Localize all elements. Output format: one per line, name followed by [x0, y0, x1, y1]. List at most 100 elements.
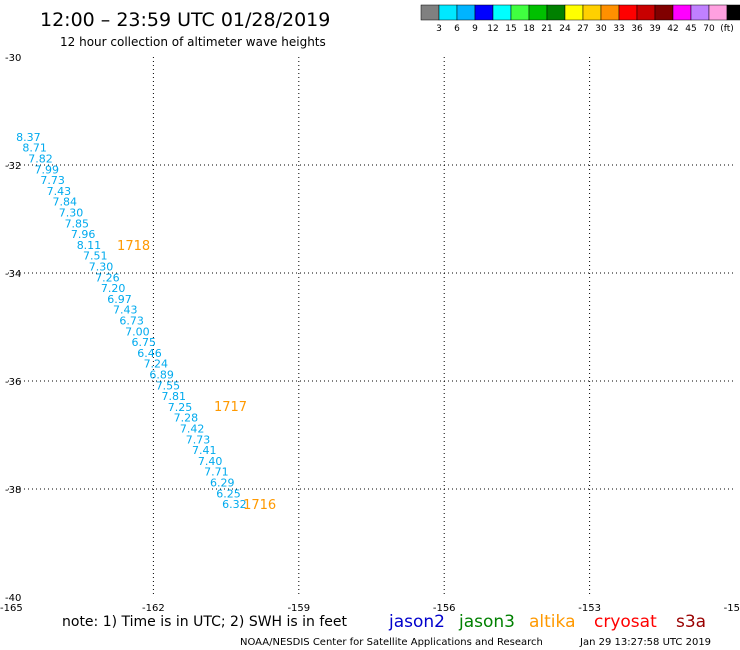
y-tick-label: -38 [5, 485, 21, 496]
colorbar-swatch [546, 4, 566, 21]
colorbar-swatch [510, 4, 530, 21]
time-label: 1716 [243, 498, 276, 513]
wave-height-label: 7.25 [168, 401, 193, 414]
colorbar-label: 6 [454, 24, 460, 34]
satellite-legend-altika: altika [529, 612, 576, 632]
x-tick-label: -162 [142, 603, 165, 614]
colorbar-swatch [600, 4, 620, 21]
wave-height-label: 7.96 [71, 228, 96, 241]
wave-height-label: 7.26 [95, 271, 120, 284]
footnote: note: 1) Time is in UTC; 2) SWH is in fe… [62, 614, 348, 630]
wave-height-label: 7.20 [101, 282, 126, 295]
colorbar-swatch [474, 4, 494, 21]
colorbar-label: 15 [505, 24, 516, 34]
x-tick-label: -153 [578, 603, 601, 614]
colorbar-label: 21 [541, 24, 552, 34]
wave-height-label: 7.71 [204, 466, 229, 479]
x-tick-label: -156 [433, 603, 456, 614]
wave-height-label: 7.00 [125, 325, 150, 338]
x-tick-label: -165 [0, 603, 23, 614]
wave-height-label: 8.37 [16, 131, 41, 144]
colorbar-label: 27 [577, 24, 588, 34]
time-label: 1718 [117, 239, 150, 254]
colorbar-label: 33 [613, 24, 624, 34]
wave-height-label: 7.81 [162, 390, 187, 403]
x-tick-label: -159 [287, 603, 310, 614]
colorbar-label: 45 [685, 24, 696, 34]
wave-height-label: 8.11 [77, 239, 102, 252]
colorbar-label: 24 [559, 24, 571, 34]
wave-height-label: 7.28 [174, 412, 199, 425]
wave-height-label: 6.73 [119, 315, 144, 328]
wave-height-label: 7.43 [113, 304, 138, 317]
wave-height-label: 6.89 [149, 369, 174, 382]
colorbar-label: 36 [631, 24, 643, 34]
wave-height-label: 6.25 [216, 487, 241, 500]
colorbar-swatch [456, 4, 476, 21]
y-tick-label: -34 [5, 269, 21, 280]
wave-height-label: 7.82 [28, 153, 53, 166]
colorbar-swatch [438, 4, 458, 21]
x-tick-label: -15 [724, 603, 740, 614]
plot-area: -30 -32 -34 -36 -38 -40-165 -162 -159 -156 -153 -1… [0, 53, 740, 614]
satellite-legend: jason2 jason3 altika cryosat s3a [388, 612, 706, 632]
wave-height-label: 8.71 [22, 142, 47, 155]
colorbar-swatch [582, 4, 602, 21]
satellite-legend-s3a: s3a [676, 612, 706, 632]
colorbar-label: (ft) [720, 24, 734, 34]
wave-height-label: 7.51 [83, 250, 108, 263]
satellite-legend-jason3: jason3 [458, 612, 515, 632]
colorbar-swatch [564, 4, 584, 21]
wave-height-label: 7.84 [52, 196, 77, 209]
grid-lines [8, 57, 735, 597]
colorbar-label: 30 [595, 24, 607, 34]
colorbar-swatch [708, 4, 728, 21]
wave-height-label: 7.41 [192, 444, 217, 457]
colorbar-swatch [636, 4, 656, 21]
wave-height-label: 6.46 [137, 347, 162, 360]
wave-height-label: 7.99 [35, 163, 60, 176]
colorbar-label: 9 [472, 24, 478, 34]
wave-height-label: 7.30 [59, 207, 84, 220]
chart-subtitle: 12 hour collection of altimeter wave hei… [60, 35, 326, 49]
chart-title: 12:00 – 23:59 UTC 01/28/2019 [40, 9, 330, 31]
wave-height-label: 7.85 [65, 217, 90, 230]
footer-timestamp: Jan 29 13:27:58 UTC 2019 [579, 637, 711, 648]
satellite-legend-cryosat: cryosat [594, 612, 657, 632]
colorbar-swatch [492, 4, 512, 21]
colorbar-label: 42 [667, 24, 678, 34]
wave-height-label: 6.97 [107, 293, 132, 306]
time-label: 1717 [214, 400, 247, 415]
colorbar-legend: 3 6 9 12 15 18 21 24 27 30 33 36 39 42 45 70 (ft) [420, 4, 740, 34]
colorbar-label: 70 [703, 24, 715, 34]
wave-height-label: 7.40 [198, 455, 223, 468]
colorbar-swatch [528, 4, 548, 21]
track-marks: 8.378.717.827.997.737.437.847.307.857.96… [16, 131, 276, 513]
colorbar-label: 18 [523, 24, 535, 34]
credit-text: NOAA/NESDIS Center for Satellite Applica… [240, 637, 543, 648]
y-tick-label: -32 [5, 161, 21, 172]
wave-height-label: 7.73 [40, 174, 65, 187]
colorbar-swatch [618, 4, 638, 21]
wave-height-label: 7.42 [180, 423, 205, 436]
colorbar-swatch [654, 4, 674, 21]
axis-ticks: -30 -32 -34 -36 -38 -40-165 -162 -159 -156 -153 -1… [0, 53, 740, 614]
colorbar-label: 3 [436, 24, 442, 34]
colorbar-swatch [672, 4, 692, 21]
wave-height-label: 7.30 [89, 261, 114, 274]
colorbar-swatch [726, 4, 740, 21]
colorbar-label: 12 [487, 24, 498, 34]
wave-height-label: 7.24 [144, 358, 169, 371]
wave-height-label: 7.55 [156, 379, 181, 392]
wave-height-label: 6.29 [210, 477, 235, 490]
wave-height-label: 7.73 [186, 433, 211, 446]
satellite-legend-jason2: jason2 [388, 612, 445, 632]
wave-height-label: 7.43 [47, 185, 72, 198]
y-tick-label: -40 [5, 593, 21, 604]
colorbar-swatch [690, 4, 710, 21]
colorbar-swatch [420, 4, 440, 21]
y-tick-label: -30 [5, 53, 21, 64]
wave-height-label: 6.32 [222, 498, 247, 511]
y-tick-label: -36 [5, 377, 21, 388]
